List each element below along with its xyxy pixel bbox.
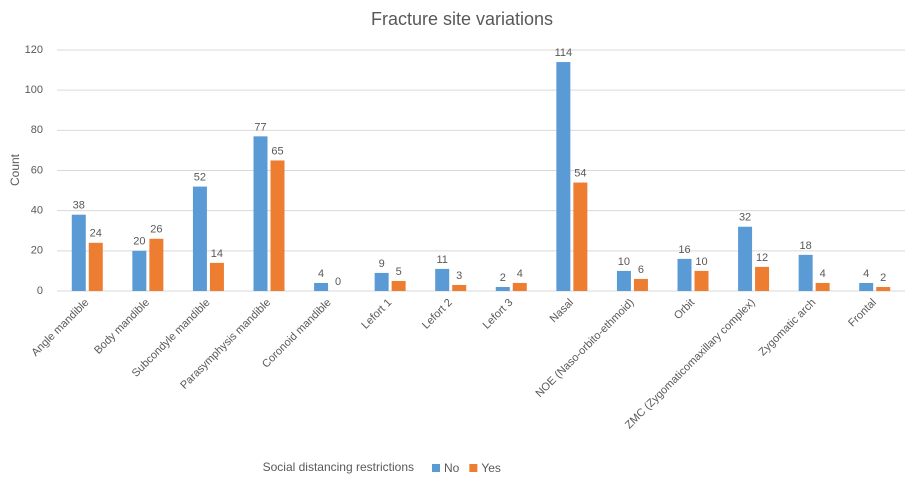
bar bbox=[876, 286, 891, 291]
bar bbox=[859, 282, 874, 291]
bar bbox=[88, 242, 103, 291]
legend-label: Yes bbox=[481, 461, 501, 475]
bar bbox=[192, 186, 207, 291]
data-label: 10 bbox=[618, 256, 630, 268]
data-label: 0 bbox=[335, 276, 341, 288]
bar bbox=[815, 282, 830, 291]
bar bbox=[374, 272, 389, 291]
data-label: 77 bbox=[254, 121, 266, 133]
data-label: 14 bbox=[211, 248, 223, 260]
data-label: 5 bbox=[396, 266, 402, 278]
bar bbox=[694, 270, 709, 291]
bar bbox=[556, 62, 571, 291]
bar bbox=[755, 266, 770, 291]
x-tick-label: Angle mandible bbox=[29, 297, 91, 359]
bar bbox=[677, 258, 692, 291]
data-label: 18 bbox=[800, 240, 812, 252]
data-label: 4 bbox=[820, 268, 826, 280]
bar bbox=[798, 254, 813, 291]
bar bbox=[452, 284, 467, 291]
data-label: 20 bbox=[133, 236, 145, 248]
x-tick-label: Frontal bbox=[846, 297, 879, 330]
y-tick-label: 0 bbox=[37, 285, 43, 297]
bar bbox=[512, 282, 527, 291]
bar bbox=[633, 278, 648, 291]
bar bbox=[270, 160, 285, 291]
data-label: 9 bbox=[379, 258, 385, 270]
y-tick-label: 120 bbox=[25, 44, 43, 56]
bar bbox=[616, 270, 631, 291]
data-label: 24 bbox=[90, 228, 102, 240]
y-axis-label: Count bbox=[8, 153, 22, 186]
x-tick-label: Coronoid mandible bbox=[260, 297, 334, 371]
x-tick-label: NOE (Naso-orbito-ethmoid) bbox=[533, 297, 636, 400]
legend-swatch bbox=[469, 464, 478, 472]
data-label: 32 bbox=[739, 212, 751, 224]
bar bbox=[209, 262, 224, 291]
data-label: 38 bbox=[73, 200, 85, 212]
data-label: 54 bbox=[574, 167, 586, 179]
data-label: 4 bbox=[318, 268, 324, 280]
data-label: 65 bbox=[271, 145, 283, 157]
bar bbox=[132, 250, 147, 291]
data-label: 3 bbox=[456, 270, 462, 282]
x-tick-label: Lefort 2 bbox=[420, 297, 455, 332]
bar bbox=[71, 214, 86, 291]
bar bbox=[391, 280, 406, 291]
x-tick-label: ZMC (Zygomaticomaxillary complex) bbox=[623, 297, 758, 432]
legend-label: No bbox=[444, 461, 460, 475]
data-label: 52 bbox=[194, 171, 206, 183]
bar bbox=[495, 286, 510, 291]
data-label: 26 bbox=[150, 224, 162, 236]
bar bbox=[314, 282, 329, 291]
bar bbox=[253, 136, 268, 291]
bar bbox=[738, 226, 753, 291]
x-tick-label: Nasal bbox=[548, 297, 576, 325]
legend-swatch bbox=[432, 464, 440, 472]
y-tick-label: 40 bbox=[31, 205, 43, 217]
data-label: 11 bbox=[437, 254, 448, 266]
y-tick-label: 20 bbox=[31, 245, 43, 257]
data-label: 16 bbox=[678, 244, 690, 256]
y-tick-label: 80 bbox=[31, 124, 43, 136]
x-tick-label: Zygomatic arch bbox=[757, 297, 819, 359]
y-tick-label: 100 bbox=[25, 84, 43, 96]
bar bbox=[435, 268, 450, 291]
bar bbox=[573, 182, 588, 291]
x-tick-label: Lefort 3 bbox=[481, 297, 516, 332]
data-label: 114 bbox=[555, 47, 573, 59]
chart-title: Fracture site variations bbox=[371, 9, 553, 29]
x-tick-label: Lefort 1 bbox=[359, 297, 394, 332]
data-label: 6 bbox=[638, 264, 644, 276]
legend-title: Social distancing restrictions bbox=[263, 460, 414, 474]
data-label: 4 bbox=[517, 268, 523, 280]
data-label: 4 bbox=[863, 268, 869, 280]
data-label: 10 bbox=[695, 256, 707, 268]
data-label: 12 bbox=[756, 252, 768, 264]
data-label: 2 bbox=[880, 272, 886, 284]
x-tick-label: Body mandible bbox=[92, 297, 152, 357]
data-label: 2 bbox=[500, 272, 506, 284]
x-tick-label: Orbit bbox=[672, 297, 697, 322]
y-tick-label: 60 bbox=[31, 164, 43, 176]
bar bbox=[149, 238, 164, 291]
